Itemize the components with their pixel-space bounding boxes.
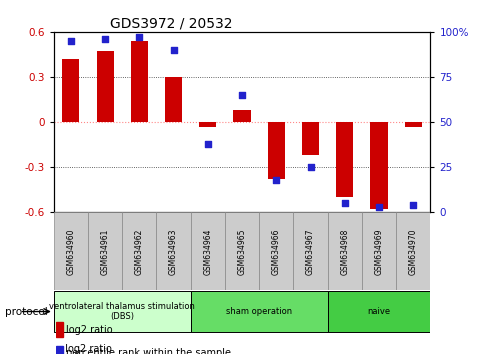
Bar <box>164 77 182 122</box>
Point <box>408 202 416 208</box>
Bar <box>54 212 88 290</box>
Text: percentile rank within the sample: percentile rank within the sample <box>66 348 230 354</box>
Bar <box>62 59 79 122</box>
Point <box>272 177 280 183</box>
Bar <box>327 291 429 332</box>
Bar <box>122 212 156 290</box>
Text: GSM634967: GSM634967 <box>305 228 314 275</box>
Point <box>67 38 75 44</box>
Text: GSM634963: GSM634963 <box>169 228 178 275</box>
Text: GSM634966: GSM634966 <box>271 228 280 275</box>
Point <box>101 36 109 42</box>
Point <box>340 200 348 206</box>
Bar <box>404 122 421 127</box>
Bar <box>56 346 63 354</box>
Text: naive: naive <box>366 307 390 316</box>
Bar <box>199 122 216 127</box>
Bar <box>336 122 352 198</box>
Bar <box>259 212 293 290</box>
Point <box>169 47 177 53</box>
Bar <box>327 212 361 290</box>
Text: GSM634964: GSM634964 <box>203 228 212 275</box>
Text: sham operation: sham operation <box>225 307 292 316</box>
Bar <box>370 122 386 209</box>
Bar <box>88 212 122 290</box>
Point <box>306 164 314 170</box>
Bar <box>130 41 147 122</box>
Bar <box>233 110 250 122</box>
Bar <box>267 122 284 179</box>
Bar <box>56 322 63 337</box>
Point <box>203 141 211 147</box>
Text: GDS3972 / 20532: GDS3972 / 20532 <box>110 17 232 31</box>
Text: GSM634969: GSM634969 <box>374 228 383 275</box>
Bar <box>190 212 224 290</box>
Text: protocol: protocol <box>5 307 47 316</box>
Point <box>135 34 143 40</box>
Bar <box>96 51 113 122</box>
Point <box>374 204 382 210</box>
Text: ventrolateral thalamus stimulation
(DBS): ventrolateral thalamus stimulation (DBS) <box>49 302 195 321</box>
Bar <box>190 291 327 332</box>
Text: GSM634968: GSM634968 <box>340 228 348 275</box>
Bar <box>361 212 395 290</box>
Text: GSM634970: GSM634970 <box>408 228 417 275</box>
Point <box>238 92 245 98</box>
Bar <box>156 212 190 290</box>
Bar <box>293 212 327 290</box>
Text: GSM634961: GSM634961 <box>101 228 109 275</box>
Text: GSM634960: GSM634960 <box>66 228 75 275</box>
Text: GSM634962: GSM634962 <box>135 228 143 275</box>
Bar <box>395 212 429 290</box>
Bar <box>302 122 319 155</box>
Bar <box>54 291 190 332</box>
Bar <box>224 212 259 290</box>
Text: log2 ratio: log2 ratio <box>59 344 111 354</box>
Text: GSM634965: GSM634965 <box>237 228 246 275</box>
Text: log2 ratio: log2 ratio <box>66 325 112 335</box>
